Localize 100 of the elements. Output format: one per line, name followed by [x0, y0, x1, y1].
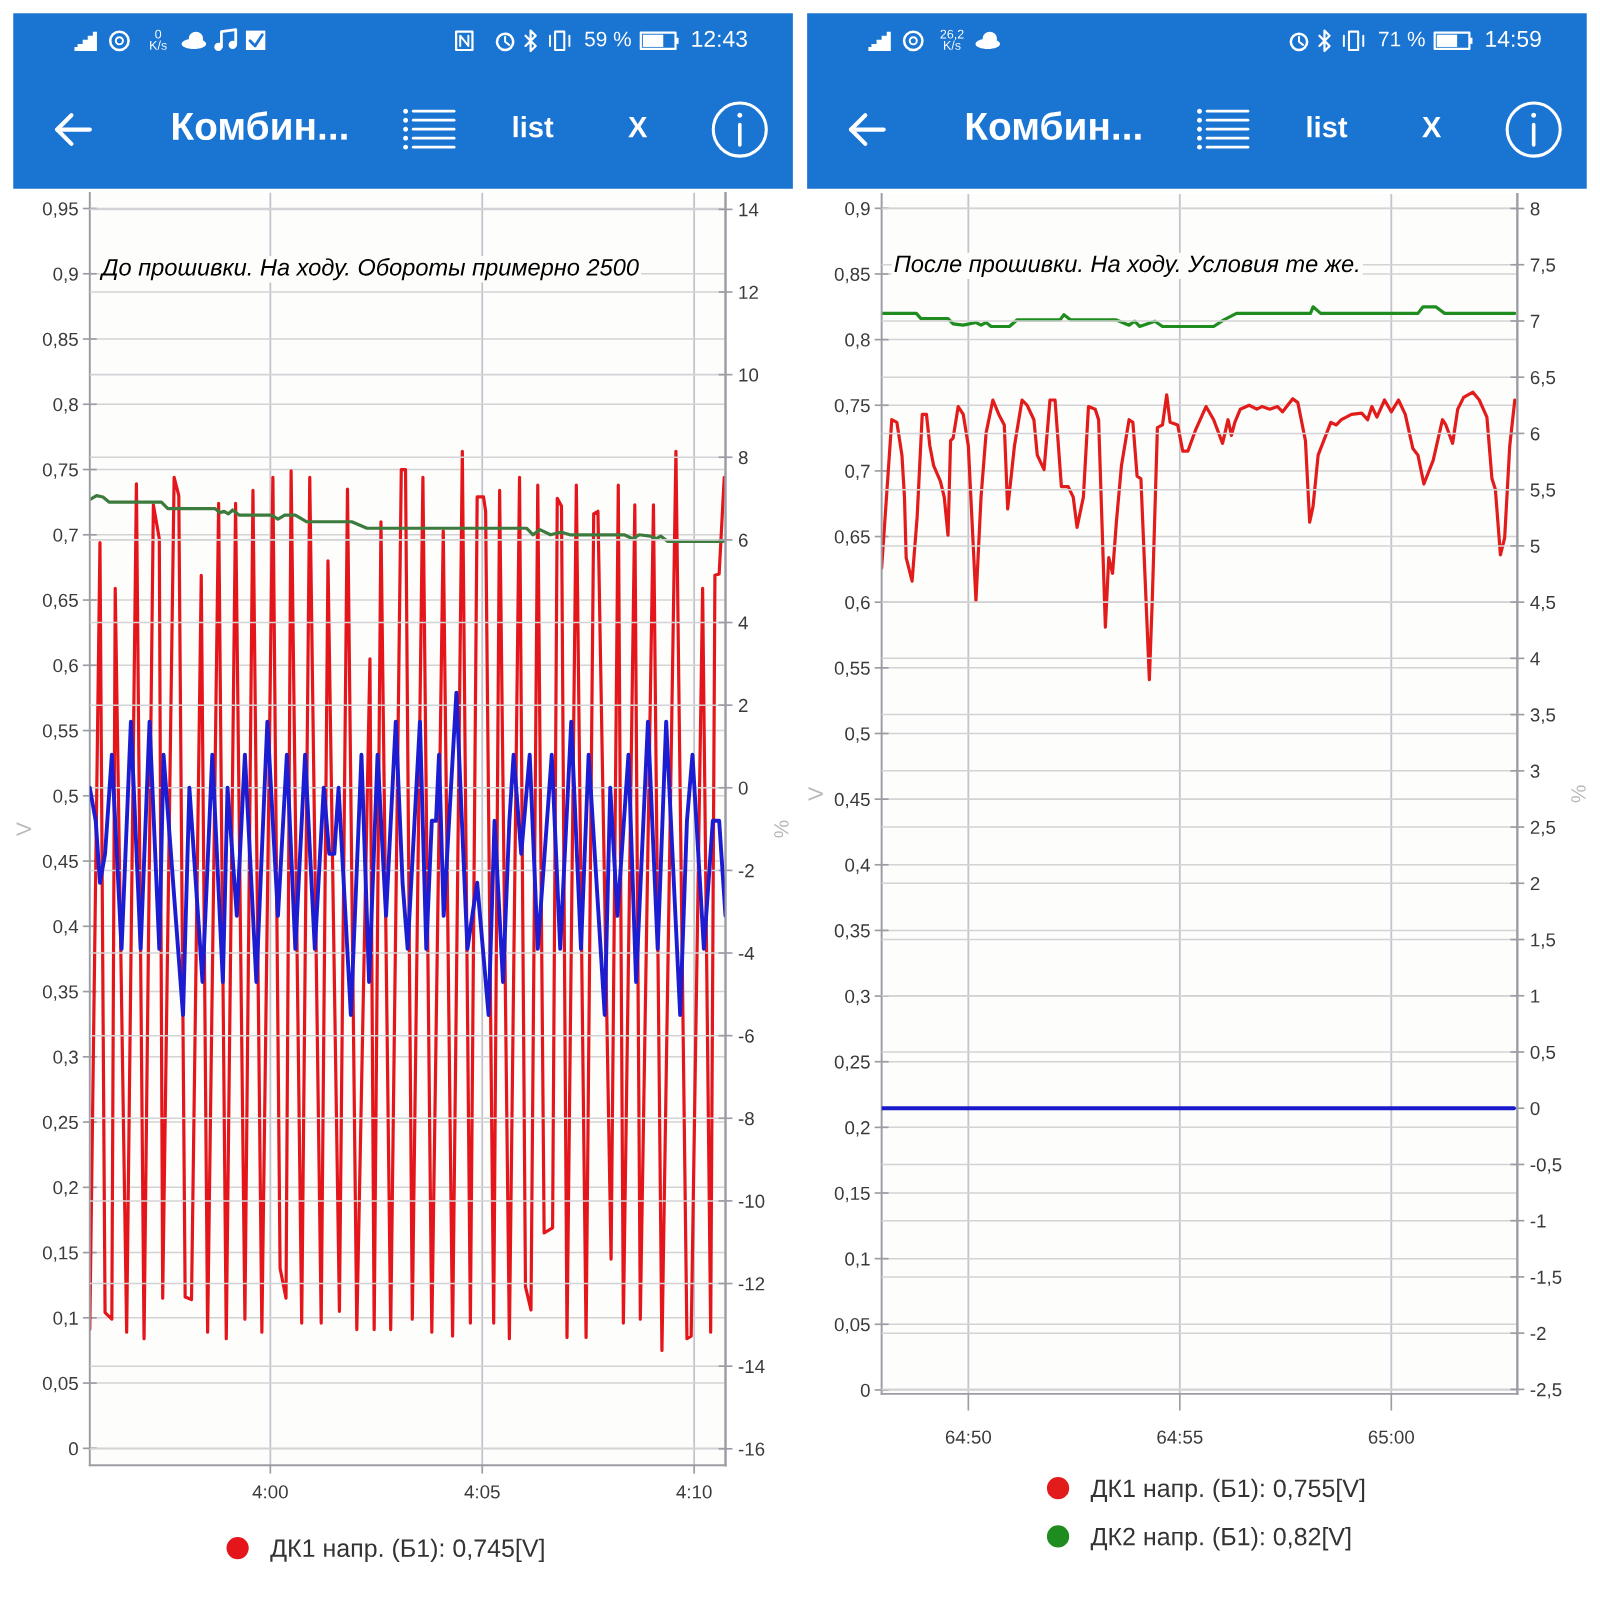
- y-tick-label: 0,45: [42, 854, 78, 871]
- y-tick-label: 0,3: [845, 989, 870, 1006]
- x-tick-label: 64:55: [1157, 1430, 1203, 1444]
- chart-title: Комбин...: [173, 111, 347, 141]
- y2-tick-label: 0,5: [1530, 1045, 1556, 1062]
- y2-tick-label: 0: [1530, 1101, 1540, 1116]
- y-tick-label: 0,05: [834, 1317, 870, 1334]
- y2-tick-label: 3: [1530, 764, 1540, 778]
- text: X: [1422, 117, 1442, 138]
- y-tick-label: 0,6: [845, 595, 870, 612]
- y2-tick-label: 7: [1530, 314, 1540, 328]
- y2-tick-label: 7,5: [1530, 258, 1556, 274]
- y-tick-label: 0,35: [42, 985, 78, 1001]
- legend-label: ДК1 напр. (Б1): 0,745[V]: [270, 1538, 544, 1563]
- y2-tick-label: 10: [739, 368, 759, 382]
- y2-tick-label: -10: [738, 1194, 765, 1208]
- y2-tick-label: -2,5: [1530, 1383, 1562, 1399]
- text: 14:59: [1486, 30, 1541, 47]
- y2-tick-label: 6: [738, 533, 748, 547]
- y2-tick-label: -4: [738, 946, 755, 960]
- text: 0 K/s: [150, 29, 167, 50]
- y-tick-label: 0,2: [845, 1121, 870, 1137]
- y-tick-label: 0,45: [834, 792, 870, 809]
- y2-axis-title: %: [1571, 785, 1586, 803]
- y-tick-label: 0,55: [834, 661, 870, 678]
- y2-tick-label: 1,5: [1531, 933, 1556, 949]
- line-series: [881, 390, 1517, 682]
- line-series: [89, 494, 725, 543]
- line-series: [89, 690, 726, 1017]
- y2-axis-title: %: [774, 820, 789, 838]
- y-tick-label: 0,25: [42, 1115, 78, 1132]
- y-tick-label: 0,25: [834, 1055, 870, 1071]
- y2-tick-label: 3,5: [1530, 708, 1556, 724]
- y2-tick-label: 14: [739, 203, 759, 217]
- text: X: [628, 117, 648, 138]
- y2-tick-label: -2: [738, 864, 754, 878]
- y-tick-label: 0,95: [42, 202, 78, 218]
- y2-tick-label: 2: [738, 698, 748, 712]
- chart-title: Комбин...: [966, 111, 1141, 141]
- text: 12:43: [692, 30, 747, 47]
- y-tick-label: 0,15: [834, 1186, 870, 1203]
- y-tick-label: 0,8: [845, 333, 870, 349]
- y2-tick-label: -14: [738, 1360, 765, 1373]
- text: 71 %: [1379, 31, 1425, 47]
- y-tick-label: 0,65: [834, 530, 870, 546]
- y-tick-label: 0,2: [53, 1181, 78, 1197]
- y2-tick-label: 6,5: [1530, 370, 1556, 387]
- legend-label: ДК1 напр. (Б1): 0,755[V]: [1090, 1478, 1365, 1503]
- y2-tick-label: 4,5: [1530, 596, 1556, 612]
- y-tick-label: 0,15: [42, 1246, 78, 1262]
- y2-tick-label: -12: [738, 1277, 765, 1291]
- y-tick-label: 0,1: [845, 1252, 870, 1268]
- line-series: [89, 449, 726, 1353]
- y2-tick-label: -16: [738, 1442, 765, 1456]
- x-tick-label: 64:50: [945, 1430, 992, 1444]
- x-tick-label: 4:10: [676, 1485, 712, 1499]
- y-tick-label: 0,6: [53, 659, 78, 675]
- x-tick-label: 4:00: [252, 1485, 288, 1499]
- x-tick-label: 65:00: [1368, 1430, 1415, 1444]
- y2-tick-label: -1,5: [1530, 1270, 1562, 1287]
- y-tick-label: 0,85: [834, 267, 870, 284]
- y2-tick-label: -2: [1530, 1326, 1546, 1340]
- y-tick-label: 0,75: [834, 398, 870, 415]
- y2-tick-label: 2,5: [1530, 820, 1556, 837]
- y-tick-label: 0,75: [42, 463, 78, 479]
- y-tick-label: 0,4: [845, 858, 870, 874]
- y2-tick-label: 8: [738, 450, 748, 465]
- y2-tick-label: 4: [738, 616, 748, 630]
- y2-tick-label: 4: [1530, 652, 1540, 666]
- y-tick-label: 0,55: [42, 724, 78, 740]
- y2-tick-label: -6: [738, 1029, 754, 1043]
- annotation: До прошивки. На ходу. Обороты примерно 2500: [99, 258, 639, 281]
- text: list: [513, 116, 554, 138]
- legend-label: ДК2 напр. (Б1): 0,82[V]: [1090, 1527, 1351, 1551]
- y2-tick-label: -0,5: [1530, 1158, 1562, 1174]
- y-tick-label: 0,7: [845, 464, 870, 481]
- line-series: [881, 305, 1517, 329]
- y-tick-label: 0,7: [53, 528, 78, 544]
- y-tick-label: 0,5: [845, 727, 870, 743]
- y2-tick-label: 1: [1531, 989, 1540, 1003]
- text: 59 %: [584, 31, 631, 47]
- text: list: [1307, 116, 1348, 138]
- y-tick-label: 0,9: [845, 202, 870, 218]
- y-tick-label: 0,3: [53, 1050, 78, 1067]
- y-tick-label: 0,35: [834, 924, 870, 940]
- y2-tick-label: 2: [1530, 876, 1540, 891]
- y2-tick-label: 0: [738, 781, 748, 795]
- y2-tick-label: 8: [1530, 202, 1540, 216]
- y2-tick-label: -8: [738, 1111, 754, 1126]
- y-tick-label: 0,85: [42, 332, 78, 349]
- y-tick-label: 0,4: [53, 920, 79, 936]
- y-tick-label: 0,8: [53, 397, 78, 414]
- x-tick-label: 4:05: [464, 1485, 500, 1499]
- text: 26,2 K/s: [940, 29, 964, 50]
- y-axis-title: V: [16, 822, 31, 836]
- y2-tick-label: -1: [1530, 1214, 1546, 1228]
- y-tick-label: 0,5: [53, 789, 78, 805]
- y-tick-label: 0,65: [42, 593, 78, 610]
- y-axis-title: V: [808, 787, 823, 801]
- y-tick-label: 0: [68, 1442, 78, 1456]
